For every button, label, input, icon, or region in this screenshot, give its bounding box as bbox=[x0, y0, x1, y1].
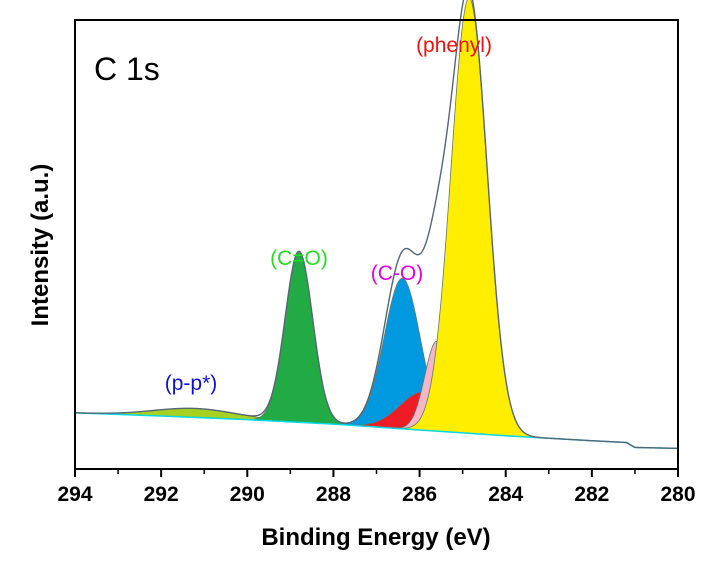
envelope-line bbox=[74, 0, 679, 450]
y-axis-label: Intensity (a.u.) bbox=[27, 164, 54, 327]
x-axis-label: Binding Energy (eV) bbox=[261, 524, 490, 551]
x-tick-label: 282 bbox=[574, 483, 609, 506]
x-tick-label: 288 bbox=[316, 483, 351, 506]
x-axis-ticks: 294 292 290 288 286 284 282 280 bbox=[57, 469, 696, 506]
x-tick-label: 290 bbox=[230, 483, 265, 506]
peak-component-1 bbox=[248, 251, 350, 426]
peak-label: (phenyl) bbox=[416, 34, 492, 57]
x-tick-label: 284 bbox=[488, 483, 523, 506]
peak-label: (C=O) bbox=[270, 247, 328, 270]
x-tick-label: 294 bbox=[57, 483, 92, 506]
peak-labels: (p-p*) (C=O) (C-O) (phenyl) bbox=[165, 34, 492, 395]
chart-title: C 1s bbox=[94, 51, 160, 87]
x-tick-label: 292 bbox=[144, 483, 179, 506]
x-tick-label: 286 bbox=[402, 483, 437, 506]
curve-lines bbox=[74, 0, 679, 450]
peak-label: (C-O) bbox=[371, 262, 423, 285]
x-tick-label: 280 bbox=[660, 483, 695, 506]
peak-label: (p-p*) bbox=[165, 372, 218, 395]
